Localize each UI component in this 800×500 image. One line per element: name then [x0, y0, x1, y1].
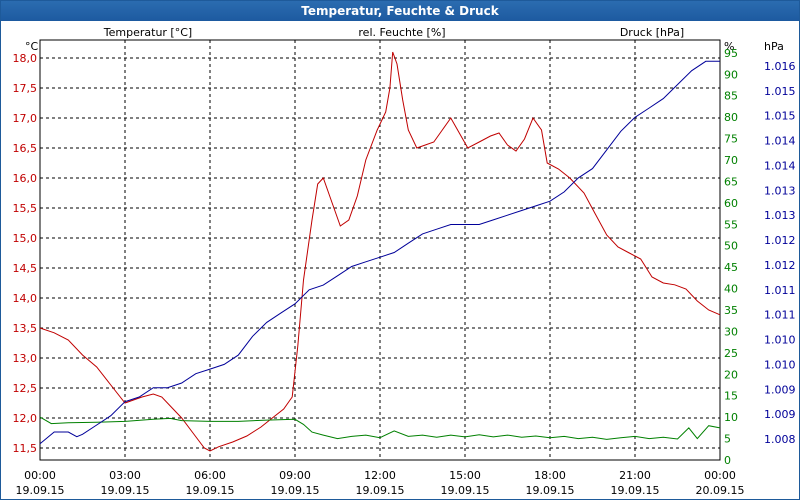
x-tick-date: 19.09.15	[441, 484, 490, 497]
series-layer	[39, 51, 721, 452]
hum-tick-label: 40	[724, 283, 738, 296]
press-unit-label: hPa	[764, 40, 784, 53]
hum-tick-label: 45	[724, 261, 738, 274]
x-tick-time: 00:00	[24, 469, 56, 482]
hum-tick-label: 80	[724, 111, 738, 124]
press-tick-label: 1.014	[764, 159, 796, 172]
temp-tick-label: 12,0	[13, 412, 38, 425]
hum-axis-title: rel. Feuchte [%]	[358, 26, 445, 39]
press-tick-label: 1.015	[764, 110, 796, 123]
x-tick-date: 19.09.15	[526, 484, 575, 497]
series-line-hum	[39, 416, 721, 440]
press-tick-label: 1.011	[764, 284, 796, 297]
press-tick-label: 1.012	[764, 259, 796, 272]
press-tick-label: 1.009	[764, 408, 796, 421]
temp-tick-label: 13,5	[13, 322, 38, 335]
hum-tick-label: 75	[724, 133, 738, 146]
hum-tick-label: 25	[724, 347, 738, 360]
temp-tick-label: 15,5	[13, 202, 38, 215]
press-tick-label: 1.009	[764, 383, 796, 396]
press-tick-label: 1.015	[764, 85, 796, 98]
hum-tick-label: 5	[724, 433, 731, 446]
hum-tick-label: 35	[724, 304, 738, 317]
temp-tick-label: 16,0	[13, 172, 38, 185]
window-title: Temperatur, Feuchte & Druck	[1, 1, 799, 21]
press-tick-label: 1.014	[764, 135, 796, 148]
x-tick-time: 09:00	[279, 469, 311, 482]
temp-axis-title: Temperatur [°C]	[103, 26, 192, 39]
hum-tick-label: 85	[724, 90, 738, 103]
press-tick-label: 1.013	[764, 184, 796, 197]
hum-tick-label: 90	[724, 68, 738, 81]
x-tick-time: 00:00	[704, 469, 736, 482]
press-tick-label: 1.012	[764, 234, 796, 247]
temp-tick-label: 14,0	[13, 292, 38, 305]
temp-tick-label: 17,0	[13, 112, 38, 125]
axis-labels: °C Temperatur [°C] rel. Feuchte [%] Druc…	[25, 26, 784, 53]
hum-tick-label: 0	[724, 454, 731, 467]
x-tick-time: 03:00	[109, 469, 141, 482]
x-tick-date: 20.09.15	[696, 484, 745, 497]
x-tick-date: 19.09.15	[271, 484, 320, 497]
press-axis-title: Druck [hPa]	[620, 26, 684, 39]
temp-tick-label: 18,0	[13, 52, 38, 65]
temp-tick-label: 13,0	[13, 352, 38, 365]
press-tick-label: 1.013	[764, 209, 796, 222]
x-tick-time: 15:00	[449, 469, 481, 482]
hum-tick-label: 30	[724, 325, 738, 338]
x-tick-time: 06:00	[194, 469, 226, 482]
hum-tick-label: 65	[724, 175, 738, 188]
x-tick-date: 19.09.15	[186, 484, 235, 497]
press-tick-label: 1.008	[764, 433, 796, 446]
hum-tick-label: 95	[724, 47, 738, 60]
x-tick-date: 19.09.15	[611, 484, 660, 497]
hum-tick-label: 50	[724, 240, 738, 253]
x-tick-time: 12:00	[364, 469, 396, 482]
press-tick-label: 1.016	[764, 60, 796, 73]
hum-tick-label: 15	[724, 390, 738, 403]
grid	[40, 40, 720, 460]
press-tick-label: 1.011	[764, 309, 796, 322]
x-tick-time: 21:00	[619, 469, 651, 482]
temp-tick-label: 17,5	[13, 82, 38, 95]
series-line-temp	[39, 51, 721, 452]
hum-tick-label: 10	[724, 411, 738, 424]
temp-tick-label: 16,5	[13, 142, 38, 155]
ticks: 11,5 12,0 12,5 13,0 13,5 14,0 14,5 15,0 15,5 16,0…	[13, 47, 796, 497]
press-tick-label: 1.010	[764, 358, 796, 371]
press-tick-label: 1.010	[764, 334, 796, 347]
temp-tick-label: 11,5	[13, 442, 38, 455]
x-tick-time: 18:00	[534, 469, 566, 482]
hum-tick-label: 20	[724, 368, 738, 381]
temp-tick-label: 14,5	[13, 262, 38, 275]
hum-tick-label: 55	[724, 218, 738, 231]
hum-tick-label: 60	[724, 197, 738, 210]
x-tick-date: 19.09.15	[16, 484, 65, 497]
x-tick-date: 19.09.15	[356, 484, 405, 497]
temp-tick-label: 15,0	[13, 232, 38, 245]
temp-tick-label: 12,5	[13, 382, 38, 395]
hum-tick-label: 70	[724, 154, 738, 167]
temp-unit-label: °C	[25, 40, 39, 53]
series-line-press	[39, 60, 720, 445]
x-tick-date: 19.09.15	[101, 484, 150, 497]
hum-unit-label: %	[724, 40, 734, 53]
